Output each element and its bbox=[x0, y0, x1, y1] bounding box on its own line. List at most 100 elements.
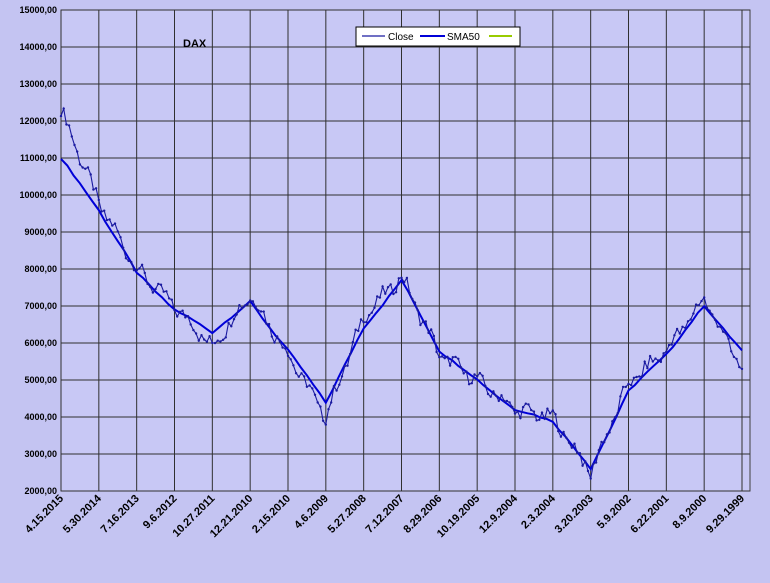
close-point bbox=[127, 259, 130, 263]
close-point bbox=[386, 286, 390, 289]
y-tick-label: 10000,00 bbox=[19, 190, 57, 200]
legend: Close SMA50 bbox=[355, 26, 521, 47]
close-point bbox=[178, 310, 182, 313]
close-point bbox=[254, 305, 257, 309]
close-point bbox=[503, 399, 506, 403]
close-point bbox=[111, 224, 114, 227]
close-point bbox=[567, 441, 571, 444]
close-point bbox=[194, 332, 198, 335]
x-tick-label: 8.9.2000 bbox=[671, 493, 710, 532]
close-point bbox=[603, 441, 606, 444]
close-point bbox=[570, 446, 573, 449]
close-point bbox=[300, 372, 303, 375]
close-point bbox=[419, 323, 422, 327]
close-point bbox=[667, 343, 671, 347]
close-point bbox=[92, 188, 95, 191]
close-point bbox=[124, 257, 128, 260]
close-point bbox=[486, 392, 490, 396]
close-point bbox=[711, 313, 714, 316]
close-point bbox=[465, 370, 468, 373]
close-point bbox=[154, 287, 157, 291]
close-point bbox=[205, 340, 209, 343]
close-point bbox=[738, 365, 741, 369]
close-point bbox=[732, 355, 736, 359]
close-point bbox=[589, 477, 592, 480]
close-point bbox=[730, 350, 733, 353]
close-point bbox=[70, 135, 74, 138]
close-point bbox=[721, 330, 725, 333]
close-point bbox=[424, 320, 427, 323]
close-point bbox=[376, 295, 379, 298]
close-point bbox=[221, 338, 225, 341]
close-point bbox=[540, 411, 544, 414]
close-point bbox=[705, 306, 709, 309]
close-point bbox=[659, 360, 663, 364]
close-point bbox=[559, 435, 563, 438]
close-point bbox=[176, 315, 179, 318]
legend-close-label: Close bbox=[388, 32, 414, 43]
close-point bbox=[278, 340, 282, 343]
close-point bbox=[646, 366, 649, 370]
x-tick-label: 12.9.2004 bbox=[477, 492, 521, 536]
y-tick-label: 12000,00 bbox=[19, 116, 57, 126]
close-point bbox=[243, 304, 246, 307]
close-point bbox=[249, 299, 252, 302]
close-point bbox=[140, 263, 144, 266]
close-point bbox=[103, 209, 106, 212]
y-tick-label: 4000,00 bbox=[24, 412, 57, 422]
x-tick-label: 2.3.2004 bbox=[519, 492, 558, 531]
close-point bbox=[535, 419, 538, 422]
close-point bbox=[340, 375, 344, 378]
x-tick-label: 9.6.2012 bbox=[141, 493, 180, 532]
close-point bbox=[251, 300, 255, 303]
close-point bbox=[240, 307, 244, 310]
close-point bbox=[321, 419, 325, 422]
close-point bbox=[527, 403, 530, 406]
chart-title: DAX bbox=[183, 38, 207, 50]
close-point bbox=[481, 374, 484, 377]
close-point bbox=[638, 375, 641, 378]
close-point bbox=[286, 354, 290, 358]
close-point bbox=[192, 328, 195, 332]
close-point bbox=[335, 389, 338, 392]
close-point bbox=[489, 395, 492, 398]
y-tick-label: 13000,00 bbox=[19, 79, 57, 89]
close-point bbox=[94, 187, 98, 190]
close-point bbox=[557, 429, 560, 433]
close-point bbox=[359, 318, 363, 321]
close-point bbox=[473, 373, 476, 376]
close-point bbox=[686, 320, 690, 323]
close-point bbox=[581, 464, 584, 467]
close-point bbox=[621, 385, 625, 389]
close-point bbox=[627, 382, 630, 386]
close-point bbox=[313, 393, 317, 396]
close-point bbox=[427, 331, 430, 335]
close-point bbox=[608, 431, 611, 434]
close-point bbox=[162, 290, 165, 293]
close-point bbox=[592, 462, 595, 466]
close-point bbox=[384, 292, 387, 295]
close-point bbox=[551, 409, 554, 412]
x-tick-label: 5.9.2002 bbox=[595, 493, 634, 532]
close-point bbox=[578, 452, 582, 455]
close-point bbox=[122, 246, 125, 249]
close-point bbox=[594, 461, 598, 464]
close-point bbox=[678, 332, 681, 335]
close-point bbox=[716, 325, 719, 328]
close-point bbox=[116, 230, 120, 233]
close-point bbox=[184, 316, 187, 319]
close-point bbox=[338, 383, 341, 386]
close-point bbox=[684, 326, 687, 330]
close-point bbox=[719, 325, 722, 328]
x-tick-label: 4.6.2009 bbox=[292, 493, 331, 532]
close-point bbox=[616, 412, 619, 415]
close-point bbox=[643, 360, 646, 363]
y-tick-label: 8000,00 bbox=[24, 264, 57, 274]
close-point bbox=[259, 310, 263, 313]
close-point bbox=[232, 318, 236, 321]
close-point bbox=[586, 469, 590, 473]
close-point bbox=[532, 410, 536, 413]
close-point bbox=[73, 143, 76, 147]
close-point bbox=[292, 364, 295, 367]
